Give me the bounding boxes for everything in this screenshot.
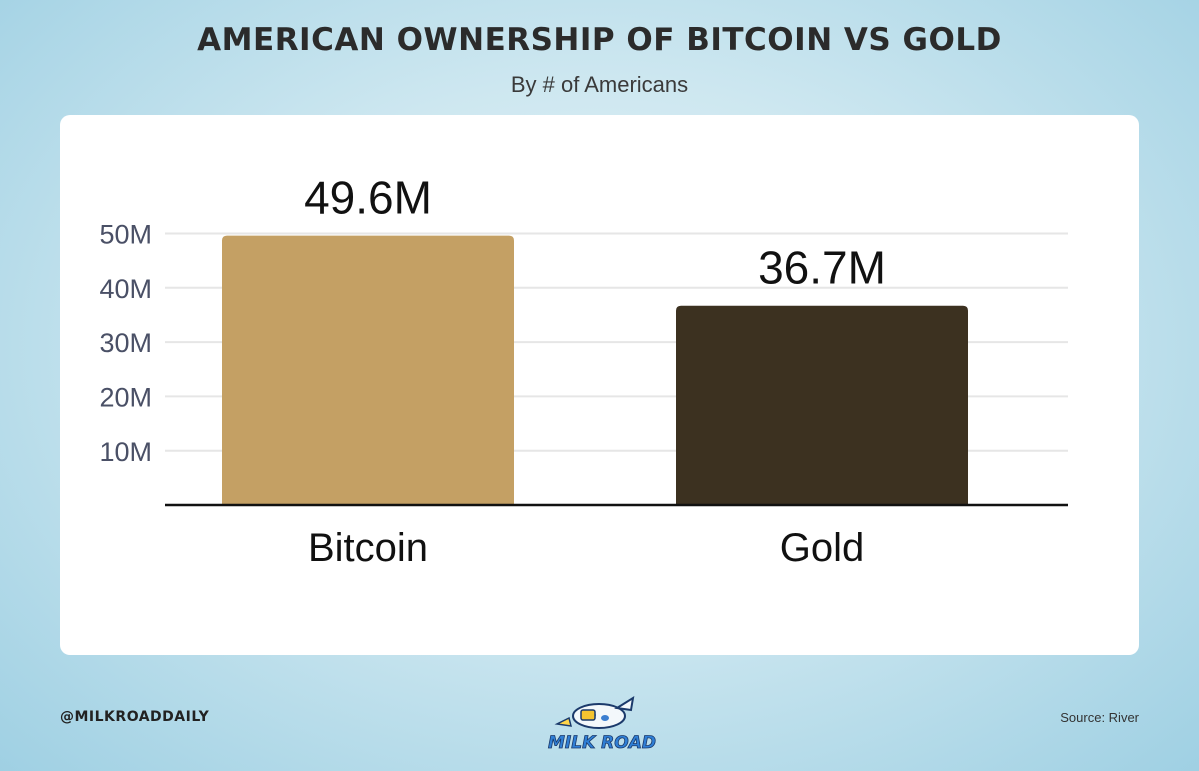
y-tick-label: 30M (99, 328, 152, 358)
social-handle: @MILKROADDAILY (60, 709, 210, 725)
chart-title: AMERICAN OWNERSHIP OF BITCOIN VS GOLD (197, 22, 1002, 58)
y-tick-label: 10M (99, 437, 152, 467)
source-note: Source: River (1060, 710, 1139, 725)
logo-wordmark: MILK ROAD (548, 733, 656, 753)
data-label-gold: 36.7M (758, 242, 886, 294)
y-tick-label: 20M (99, 383, 152, 413)
bar-gold (676, 305, 968, 505)
bar-bitcoin (222, 235, 514, 505)
y-tick-label: 50M (99, 220, 152, 250)
data-label-bitcoin: 49.6M (304, 172, 432, 224)
x-tick-label-bitcoin: Bitcoin (308, 526, 428, 570)
chart-subtitle: By # of Americans (510, 72, 689, 97)
milk-road-logo: MILK ROAD (548, 695, 656, 753)
x-tick-label-gold: Gold (780, 526, 865, 570)
y-tick-label: 40M (99, 274, 152, 304)
bar-chart: 10M 20M 30M 40M 50M 49.6M Bitcoin 36.7M Gold (99, 172, 1068, 570)
chart-card: 10M 20M 30M 40M 50M 49.6M Bitcoin 36.7M Gold (60, 115, 1139, 655)
